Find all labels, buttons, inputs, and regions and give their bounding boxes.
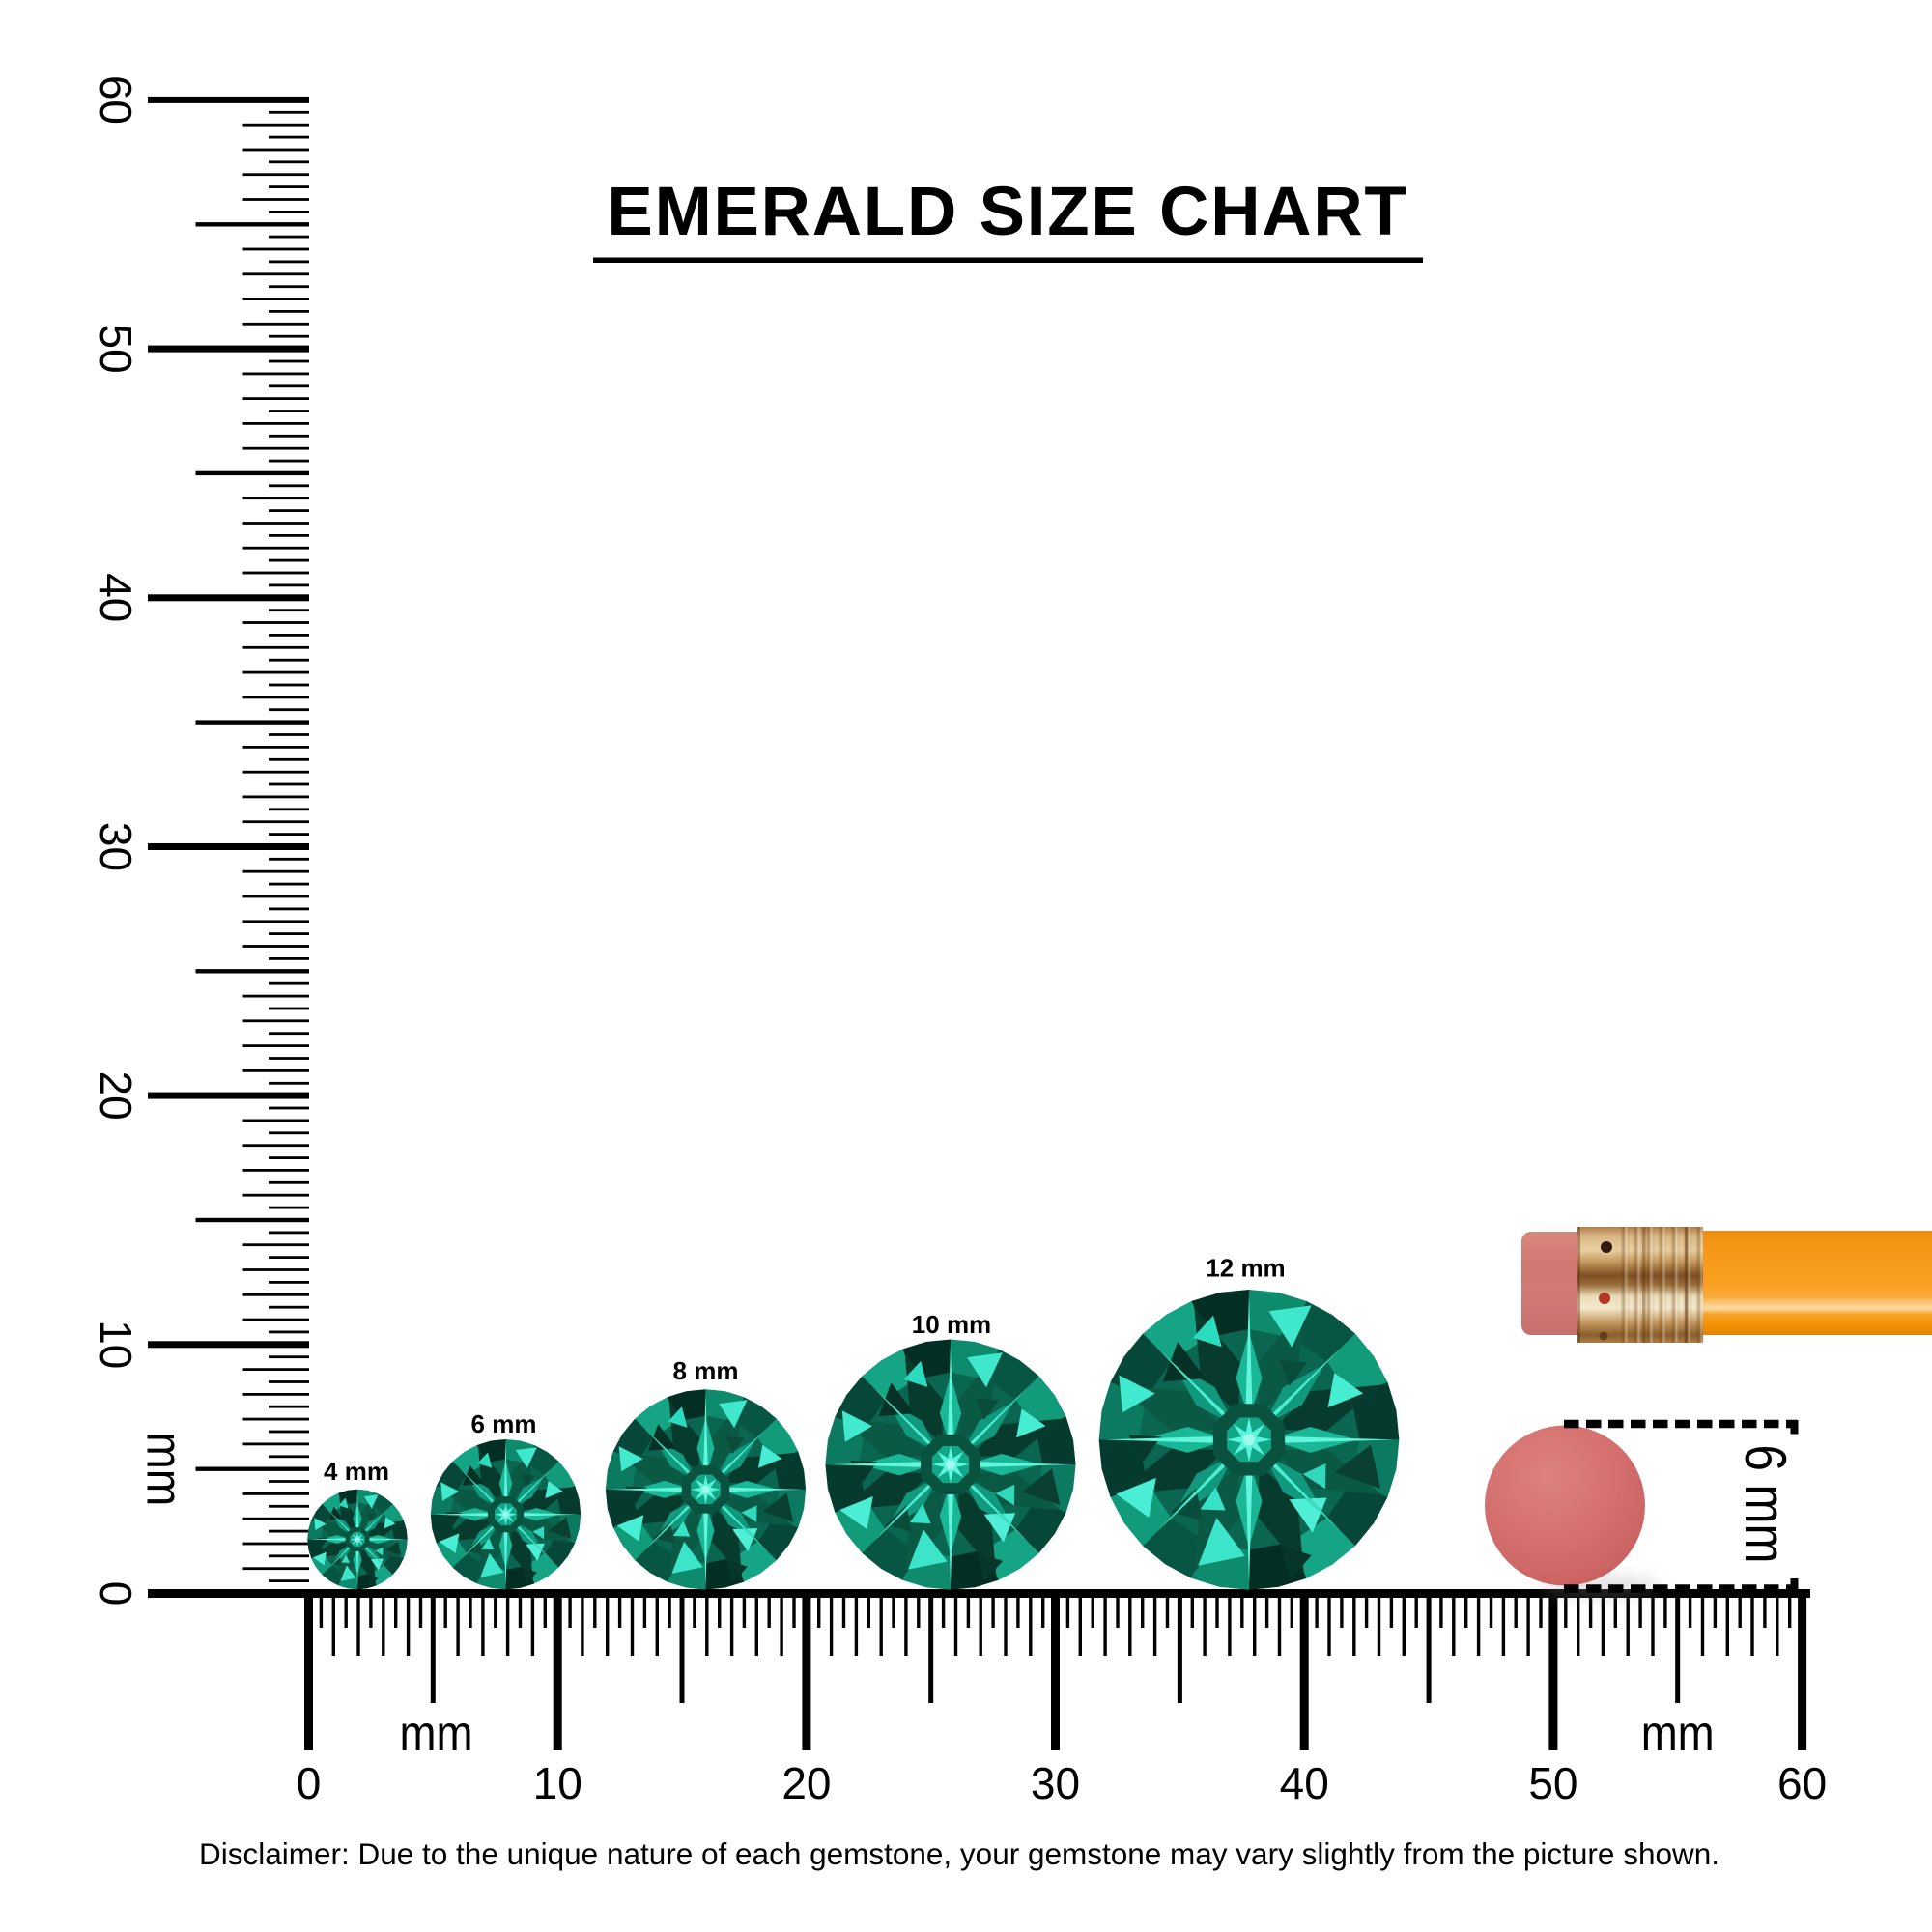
- svg-text:EMERALD SIZE CHART: EMERALD SIZE CHART: [607, 174, 1407, 250]
- svg-text:0: 0: [297, 1758, 322, 1808]
- svg-text:6 mm: 6 mm: [1733, 1445, 1798, 1564]
- svg-text:8 mm: 8 mm: [673, 1356, 739, 1385]
- svg-text:40: 40: [1280, 1758, 1329, 1808]
- svg-text:12 mm: 12 mm: [1206, 1254, 1285, 1283]
- svg-text:50: 50: [1528, 1758, 1577, 1808]
- svg-text:30: 30: [91, 822, 141, 871]
- svg-text:4 mm: 4 mm: [324, 1457, 389, 1486]
- svg-text:50: 50: [91, 325, 141, 374]
- svg-text:6 mm: 6 mm: [471, 1409, 537, 1438]
- svg-text:30: 30: [1031, 1758, 1080, 1808]
- svg-text:10: 10: [91, 1320, 141, 1369]
- svg-text:0: 0: [91, 1581, 141, 1606]
- svg-text:20: 20: [91, 1071, 141, 1121]
- svg-text:20: 20: [781, 1758, 831, 1808]
- svg-text:40: 40: [91, 573, 141, 622]
- svg-text:60: 60: [91, 75, 141, 125]
- svg-text:mm: mm: [136, 1432, 192, 1506]
- svg-text:10 mm: 10 mm: [912, 1310, 991, 1339]
- svg-text:60: 60: [1777, 1758, 1827, 1808]
- svg-text:Disclaimer: Due to the unique: Disclaimer: Due to the unique nature of …: [199, 1836, 1719, 1871]
- svg-text:mm: mm: [400, 1706, 473, 1762]
- svg-text:mm: mm: [1641, 1706, 1715, 1762]
- svg-text:10: 10: [533, 1758, 582, 1808]
